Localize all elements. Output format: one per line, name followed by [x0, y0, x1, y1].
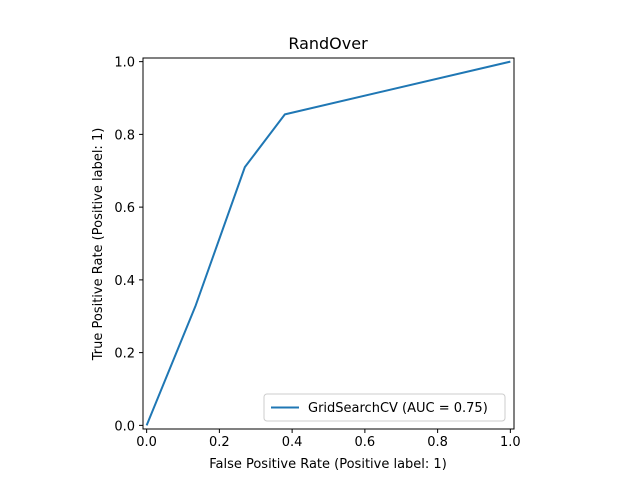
x-axis-ticks: 0.0 0.2 0.4 0.6 0.8 1.0: [136, 429, 521, 450]
y-tick-label: 1.0: [114, 56, 135, 71]
axes-frame: [142, 57, 515, 430]
y-axis-ticks: 0.0 0.2 0.4 0.6 0.8 1.0: [114, 56, 143, 434]
y-tick-label: 0.2: [114, 347, 135, 362]
y-tick-label: 0.6: [114, 201, 135, 216]
x-axis-label: False Positive Rate (Positive label: 1): [209, 457, 447, 472]
x-tick-label: 0.4: [282, 435, 303, 450]
legend-box: [263, 393, 506, 422]
legend-entry-label: GridSearchCV (AUC = 0.75): [308, 401, 488, 416]
x-tick-label: 0.6: [355, 435, 376, 450]
y-axis-label: True Positive Rate (Positive label: 1): [91, 128, 106, 362]
x-tick-label: 0.2: [209, 435, 230, 450]
chart-title: RandOver: [288, 34, 368, 53]
x-tick-label: 0.0: [136, 435, 157, 450]
roc-curve-line-0: [145, 60, 511, 426]
y-tick-label: 0.0: [114, 419, 135, 434]
x-tick-label: 1.0: [500, 435, 521, 450]
x-tick-label: 0.8: [427, 435, 448, 450]
plot-area: 0.0 0.2 0.4 0.6 0.8 1.0 0.0 0.2 0.4 0.6 0.8 1.0: [114, 56, 520, 450]
y-tick-label: 0.4: [114, 274, 135, 289]
y-tick-label: 0.8: [114, 128, 135, 143]
legend: GridSearchCV (AUC = 0.75): [263, 393, 506, 422]
series-layer: [145, 60, 511, 426]
